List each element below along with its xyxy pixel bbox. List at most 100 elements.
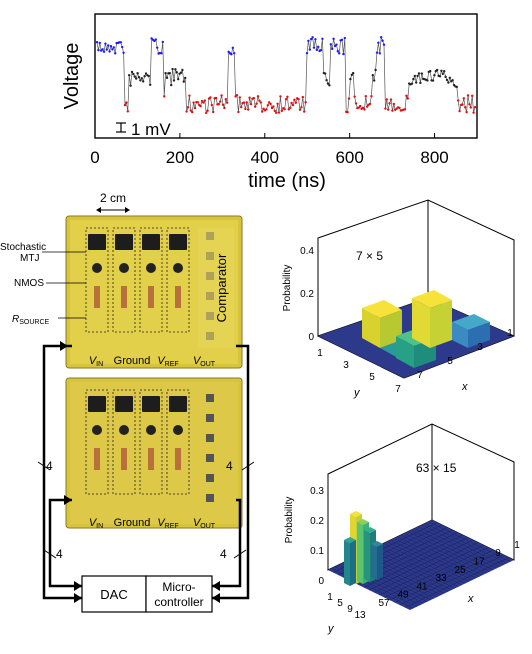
- hist-63x15-ylabel: y: [327, 623, 335, 635]
- trace-point: [436, 68, 439, 72]
- column-outline: [166, 389, 190, 495]
- resistor: [175, 448, 181, 470]
- trace-point: [102, 50, 106, 53]
- trace-point: [473, 106, 477, 109]
- nmos-transistor: [92, 263, 102, 273]
- hist-63x15-x-tick: 49: [397, 590, 409, 601]
- trace-point: [388, 102, 391, 105]
- floor-grid-line: [383, 543, 466, 584]
- hist-63x15-xlabel: x: [467, 593, 474, 605]
- trace-point: [182, 80, 185, 83]
- hist-63x15-zlabel: Probability: [284, 497, 295, 544]
- trace-point: [168, 72, 171, 75]
- trace-point: [451, 79, 454, 82]
- trace-point: [433, 74, 436, 77]
- trace-point: [220, 94, 223, 97]
- lower-terminal-label: Ground: [114, 517, 151, 529]
- trace-point: [268, 101, 271, 104]
- x-axis-ticks: 0 200 400 600 800: [90, 133, 449, 167]
- trace-point: [415, 81, 418, 84]
- resistor: [94, 286, 100, 308]
- board-scale-label: 2 cm: [100, 191, 126, 205]
- trace-point: [163, 95, 166, 98]
- hist-7x5-y-ticks: 1 3 5 7: [317, 348, 401, 395]
- x-tick-label: 600: [335, 148, 363, 167]
- floor-grid-line: [414, 528, 497, 569]
- trace-point: [226, 101, 229, 104]
- trace-point: [328, 84, 331, 87]
- hist-63x15-bars: [344, 511, 383, 586]
- trace-point: [387, 108, 390, 111]
- trace-point: [374, 68, 377, 72]
- mtj-socket: [142, 234, 160, 250]
- trace-point: [175, 71, 178, 74]
- trace-point: [417, 72, 421, 75]
- trace-point: [378, 52, 381, 55]
- trace-point: [403, 108, 407, 111]
- trace-point: [109, 45, 113, 48]
- trace-point: [104, 42, 107, 45]
- trace-point: [468, 103, 471, 106]
- nmos-transistor: [119, 425, 129, 435]
- mtj-label: Stochastic: [0, 242, 46, 253]
- trace-point: [405, 94, 408, 97]
- trace-point: [273, 109, 276, 113]
- trace-point: [294, 101, 297, 105]
- floor-grid-line: [407, 531, 490, 572]
- trace-point: [293, 98, 296, 102]
- resistor: [175, 286, 181, 308]
- trace-point: [375, 51, 379, 54]
- hist-63x15-z-tick: 0.2: [310, 516, 324, 527]
- trace-point: [311, 36, 314, 39]
- arrow-mcu-upper: [212, 593, 220, 603]
- trace-point: [284, 98, 288, 101]
- trace-point: [140, 77, 143, 80]
- trace-point: [111, 48, 114, 51]
- trace-point: [224, 98, 227, 101]
- trace-point: [371, 74, 374, 77]
- trace-point: [332, 37, 335, 41]
- trace-point: [445, 78, 449, 82]
- trace-point: [177, 77, 180, 81]
- trace-point: [156, 46, 159, 49]
- trace-point: [161, 40, 164, 44]
- resistor: [121, 286, 127, 308]
- trace-point: [305, 51, 309, 55]
- floor-grid-line: [421, 524, 504, 566]
- trace-point: [444, 75, 447, 79]
- trace-point: [455, 85, 458, 89]
- trace-point: [245, 101, 248, 104]
- trace-point: [368, 102, 372, 106]
- trace-point: [314, 38, 317, 41]
- trace-point: [359, 104, 362, 108]
- floor-grid-line: [393, 538, 476, 579]
- hist-63x15-x-tick: 25: [454, 565, 466, 576]
- trace-point: [223, 106, 226, 110]
- hist-63x15-y-tick: 1: [327, 592, 333, 603]
- trace-point: [301, 95, 304, 99]
- voltage-trace: [95, 36, 477, 115]
- trace-point: [210, 103, 213, 107]
- trace-point: [135, 77, 138, 80]
- trace-point: [196, 101, 199, 104]
- arrow-left-upper: [60, 341, 68, 351]
- nmos-transistor: [173, 425, 183, 435]
- resistor: [94, 448, 100, 470]
- trace-point: [321, 37, 324, 41]
- trace-point: [254, 105, 257, 108]
- header-pin: [206, 494, 214, 502]
- hist-7x5-y-tick: 1: [317, 348, 323, 359]
- trace-point: [335, 43, 338, 46]
- arrow-left-lower: [64, 495, 72, 505]
- trace-point: [307, 39, 310, 43]
- trace-point: [466, 94, 470, 97]
- trace-point: [130, 70, 134, 74]
- hist-7x5-zlabel: Probability: [282, 265, 293, 312]
- trace-point: [272, 105, 275, 108]
- hist-63x15-z-ticks: 0 0.1 0.2 0.3: [310, 486, 324, 587]
- rsource-label: RSOURCE: [12, 314, 50, 326]
- trace-point: [170, 83, 173, 87]
- nmos-transistor: [173, 263, 183, 273]
- trace-point: [219, 100, 222, 103]
- trace-point: [126, 110, 129, 113]
